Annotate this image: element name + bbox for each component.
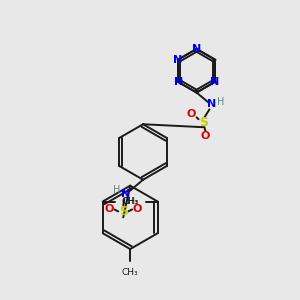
Text: N: N: [192, 44, 201, 54]
Text: N: N: [174, 76, 183, 87]
Text: O: O: [187, 109, 196, 119]
Text: S: S: [199, 116, 208, 129]
Text: O: O: [105, 204, 114, 214]
Text: CH₃: CH₃: [122, 197, 138, 206]
Text: O: O: [201, 131, 210, 141]
Text: N: N: [207, 99, 216, 110]
Text: O: O: [132, 204, 142, 214]
Text: H: H: [217, 98, 224, 107]
Text: N: N: [121, 189, 130, 199]
Text: N: N: [210, 76, 219, 87]
Text: CH₃: CH₃: [122, 268, 139, 277]
Text: H: H: [112, 184, 120, 195]
Text: CH₃: CH₃: [122, 197, 139, 206]
Text: N: N: [173, 55, 182, 65]
Text: S: S: [119, 205, 128, 218]
